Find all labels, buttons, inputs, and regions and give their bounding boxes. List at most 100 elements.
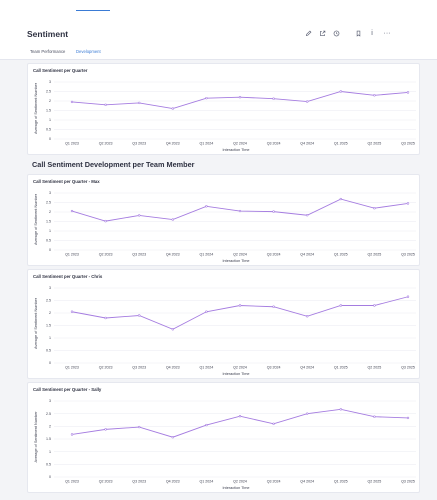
x-axis-label: Interaction Time: [222, 372, 249, 376]
data-point[interactable]: [238, 414, 242, 418]
y-tick-label: 1: [49, 336, 51, 340]
data-point[interactable]: [137, 425, 141, 429]
data-point[interactable]: [205, 310, 208, 313]
data-point[interactable]: [104, 428, 107, 431]
y-tick-label: 1.5: [46, 437, 51, 441]
history-icon[interactable]: [330, 27, 342, 39]
data-point[interactable]: [205, 423, 208, 427]
x-tick-label: Q1 2023: [65, 253, 79, 257]
bookmark-icon[interactable]: [352, 27, 364, 39]
data-point[interactable]: [70, 209, 74, 213]
data-point[interactable]: [306, 214, 309, 217]
x-tick-label: Q3 2025: [401, 366, 415, 370]
y-tick-label: 0: [49, 137, 51, 141]
x-tick-label: Q1 2025: [334, 253, 348, 257]
x-tick-label: Q1 2023: [65, 142, 79, 146]
y-tick-label: 1.5: [46, 109, 51, 113]
x-tick-label: Q2 2024: [233, 142, 247, 146]
x-tick-label: Q2 2024: [233, 480, 247, 484]
data-point[interactable]: [171, 436, 175, 439]
y-tick-label: 0: [49, 361, 51, 365]
data-point[interactable]: [339, 197, 342, 201]
x-tick-label: Q3 2024: [267, 253, 281, 257]
data-point[interactable]: [373, 304, 376, 307]
data-point[interactable]: [205, 96, 208, 100]
x-tick-label: Q3 2024: [267, 366, 281, 370]
data-point[interactable]: [137, 214, 141, 217]
data-point[interactable]: [272, 422, 275, 425]
chart-card-chris: Call Sentiment per Quarter - Chris 0 0.5 1…: [27, 269, 420, 379]
data-point[interactable]: [104, 103, 107, 106]
x-tick-label: Q3 2025: [401, 253, 415, 257]
x-tick-label: Q2 2023: [99, 366, 113, 370]
data-point[interactable]: [70, 100, 74, 104]
x-tick-label: Q2 2023: [99, 142, 113, 146]
data-point[interactable]: [238, 209, 242, 213]
data-point[interactable]: [339, 304, 342, 307]
y-tick-label: 1.5: [46, 220, 51, 224]
more-icon[interactable]: ···: [383, 29, 391, 37]
y-tick-label: 1.5: [46, 324, 51, 328]
data-point[interactable]: [137, 314, 141, 317]
data-point[interactable]: [104, 316, 107, 320]
data-point[interactable]: [205, 205, 208, 208]
x-tick-label: Q2 2024: [233, 366, 247, 370]
info-icon[interactable]: i: [371, 29, 373, 37]
x-tick-label: Q4 2024: [300, 366, 314, 370]
chart-chris: 0 0.5 1 1.5 2 2.5 3 Average of Sentiment Number…: [34, 286, 416, 376]
y-tick-label: 0: [49, 475, 51, 479]
data-point[interactable]: [339, 408, 342, 411]
chart-sally: 0 0.5 1 1.5 2 2.5 3 Average of Sentiment Number…: [34, 399, 416, 490]
y-tick-label: 3: [49, 286, 51, 290]
data-point[interactable]: [373, 206, 376, 210]
y-tick-label: 1: [49, 229, 51, 233]
tab-team-performance[interactable]: Team Performance: [30, 49, 66, 54]
data-point[interactable]: [306, 412, 309, 415]
data-point[interactable]: [373, 94, 376, 97]
data-point[interactable]: [406, 295, 410, 298]
y-tick-label: 2: [49, 311, 51, 315]
data-point[interactable]: [272, 305, 275, 308]
y-tick-label: 2.5: [46, 299, 51, 303]
data-point[interactable]: [373, 415, 376, 418]
x-tick-label: Q4 2023: [166, 253, 180, 257]
data-point[interactable]: [306, 315, 309, 318]
series-line: [71, 91, 409, 110]
chart-title: Call Sentiment per Quarter - Sally: [33, 387, 102, 392]
y-tick-label: 0.5: [46, 463, 51, 467]
x-tick-label: Q2 2025: [368, 253, 382, 257]
x-tick-label: Q1 2024: [200, 480, 214, 484]
page-header: Sentiment i ··· Team Performance Develop…: [0, 0, 437, 60]
x-tick-label: Q2 2023: [99, 480, 113, 484]
data-point[interactable]: [406, 416, 410, 420]
y-tick-label: 2: [49, 425, 51, 429]
data-point[interactable]: [70, 310, 74, 313]
data-point[interactable]: [171, 328, 175, 331]
y-axis-label: Average of Sentiment Number: [34, 82, 38, 134]
data-point[interactable]: [406, 91, 410, 94]
x-tick-label: Q2 2025: [368, 480, 382, 484]
x-tick-label: Q1 2025: [334, 480, 348, 484]
x-tick-label: Q4 2024: [300, 253, 314, 257]
data-point[interactable]: [137, 101, 141, 105]
tab-development[interactable]: Development: [76, 49, 101, 54]
data-point[interactable]: [339, 90, 342, 93]
pencil-icon[interactable]: [302, 27, 314, 39]
share-icon[interactable]: [316, 27, 328, 39]
data-point[interactable]: [238, 95, 242, 99]
data-point[interactable]: [306, 100, 309, 103]
x-tick-label: Q1 2023: [65, 480, 79, 484]
data-point[interactable]: [70, 433, 74, 436]
data-point[interactable]: [171, 107, 175, 110]
data-point[interactable]: [171, 218, 175, 221]
data-point[interactable]: [272, 97, 275, 100]
data-point[interactable]: [272, 210, 275, 213]
data-point[interactable]: [406, 202, 410, 205]
x-tick-label: Q3 2023: [132, 253, 146, 257]
data-point[interactable]: [104, 219, 107, 223]
x-tick-label: Q1 2024: [200, 253, 214, 257]
data-point[interactable]: [238, 304, 242, 307]
y-tick-label: 2.5: [46, 90, 51, 94]
x-tick-label: Q1 2024: [200, 142, 214, 146]
x-tick-label: Q4 2023: [166, 366, 180, 370]
